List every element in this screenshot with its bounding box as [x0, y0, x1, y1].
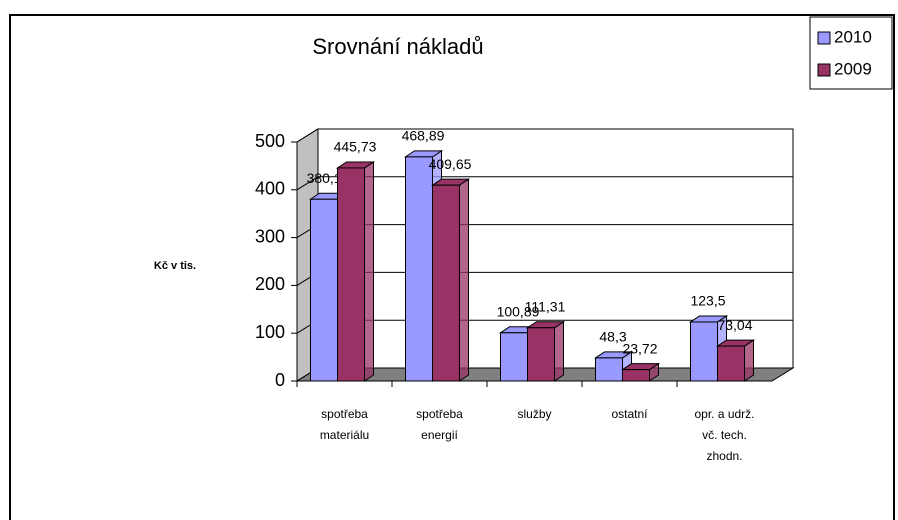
legend-swatch [817, 31, 831, 45]
legend-label: 2009 [834, 59, 872, 78]
data-label: 73,04 [717, 317, 752, 333]
data-label: 468,89 [402, 128, 445, 144]
bar [432, 184, 460, 382]
bar [405, 156, 433, 382]
data-label: 111,31 [525, 298, 566, 314]
legend-box [809, 16, 893, 90]
x-tick-label-line: spotřeba [321, 407, 368, 421]
x-tick-label-line: vč. tech. [702, 428, 747, 442]
x-tick-label-line: ostatní [611, 407, 648, 421]
bar-side [364, 161, 374, 382]
bar [595, 357, 623, 382]
x-tick-label-line: materiálu [320, 428, 369, 442]
bar-side [554, 320, 564, 382]
chart-title: Srovnání nákladů [312, 34, 483, 59]
x-tick-label-line: zhodn. [706, 449, 742, 463]
data-label: 123,5 [690, 293, 725, 309]
bar-side [744, 339, 754, 382]
x-tick-label-line: služby [517, 407, 551, 421]
bar [527, 327, 555, 382]
data-label: 23,72 [622, 340, 657, 356]
x-tick-label-line: spotřeba [416, 407, 463, 421]
bar [310, 198, 338, 382]
x-tick-label: spotřeba energií [416, 407, 463, 442]
x-tick-label: služby [517, 407, 551, 421]
y-tick-label: 200 [255, 274, 285, 294]
bar-side [459, 178, 469, 382]
x-tick-label: spotřeba materiálu [320, 407, 369, 442]
y-tick-label: 500 [255, 131, 285, 151]
grid-line [296, 128, 793, 143]
y-tick-label: 300 [255, 226, 285, 246]
y-axis-label: Kč v tis. [154, 260, 196, 272]
x-tick-label-line: opr. a udrž. [694, 407, 754, 421]
bar [717, 345, 745, 382]
bar [622, 369, 650, 382]
y-tick-label: 100 [255, 322, 285, 342]
legend-label: 2010 [834, 27, 872, 46]
grid-line [296, 176, 793, 191]
data-label: 48,3 [599, 329, 626, 345]
bar [337, 167, 365, 382]
legend-swatch [817, 63, 831, 77]
data-label: 100,89 [497, 303, 540, 319]
y-tick-label: 0 [275, 370, 285, 390]
bar [690, 321, 718, 382]
x-tick-label-line: energií [421, 428, 458, 442]
x-tick-label: ostatní [611, 407, 648, 421]
data-label: 445,73 [334, 139, 377, 155]
bar [500, 332, 528, 382]
y-tick-label: 400 [255, 179, 285, 199]
data-label: 409,65 [429, 156, 472, 172]
x-tick-label: opr. a udrž. vč. tech. zhodn. [694, 407, 754, 463]
